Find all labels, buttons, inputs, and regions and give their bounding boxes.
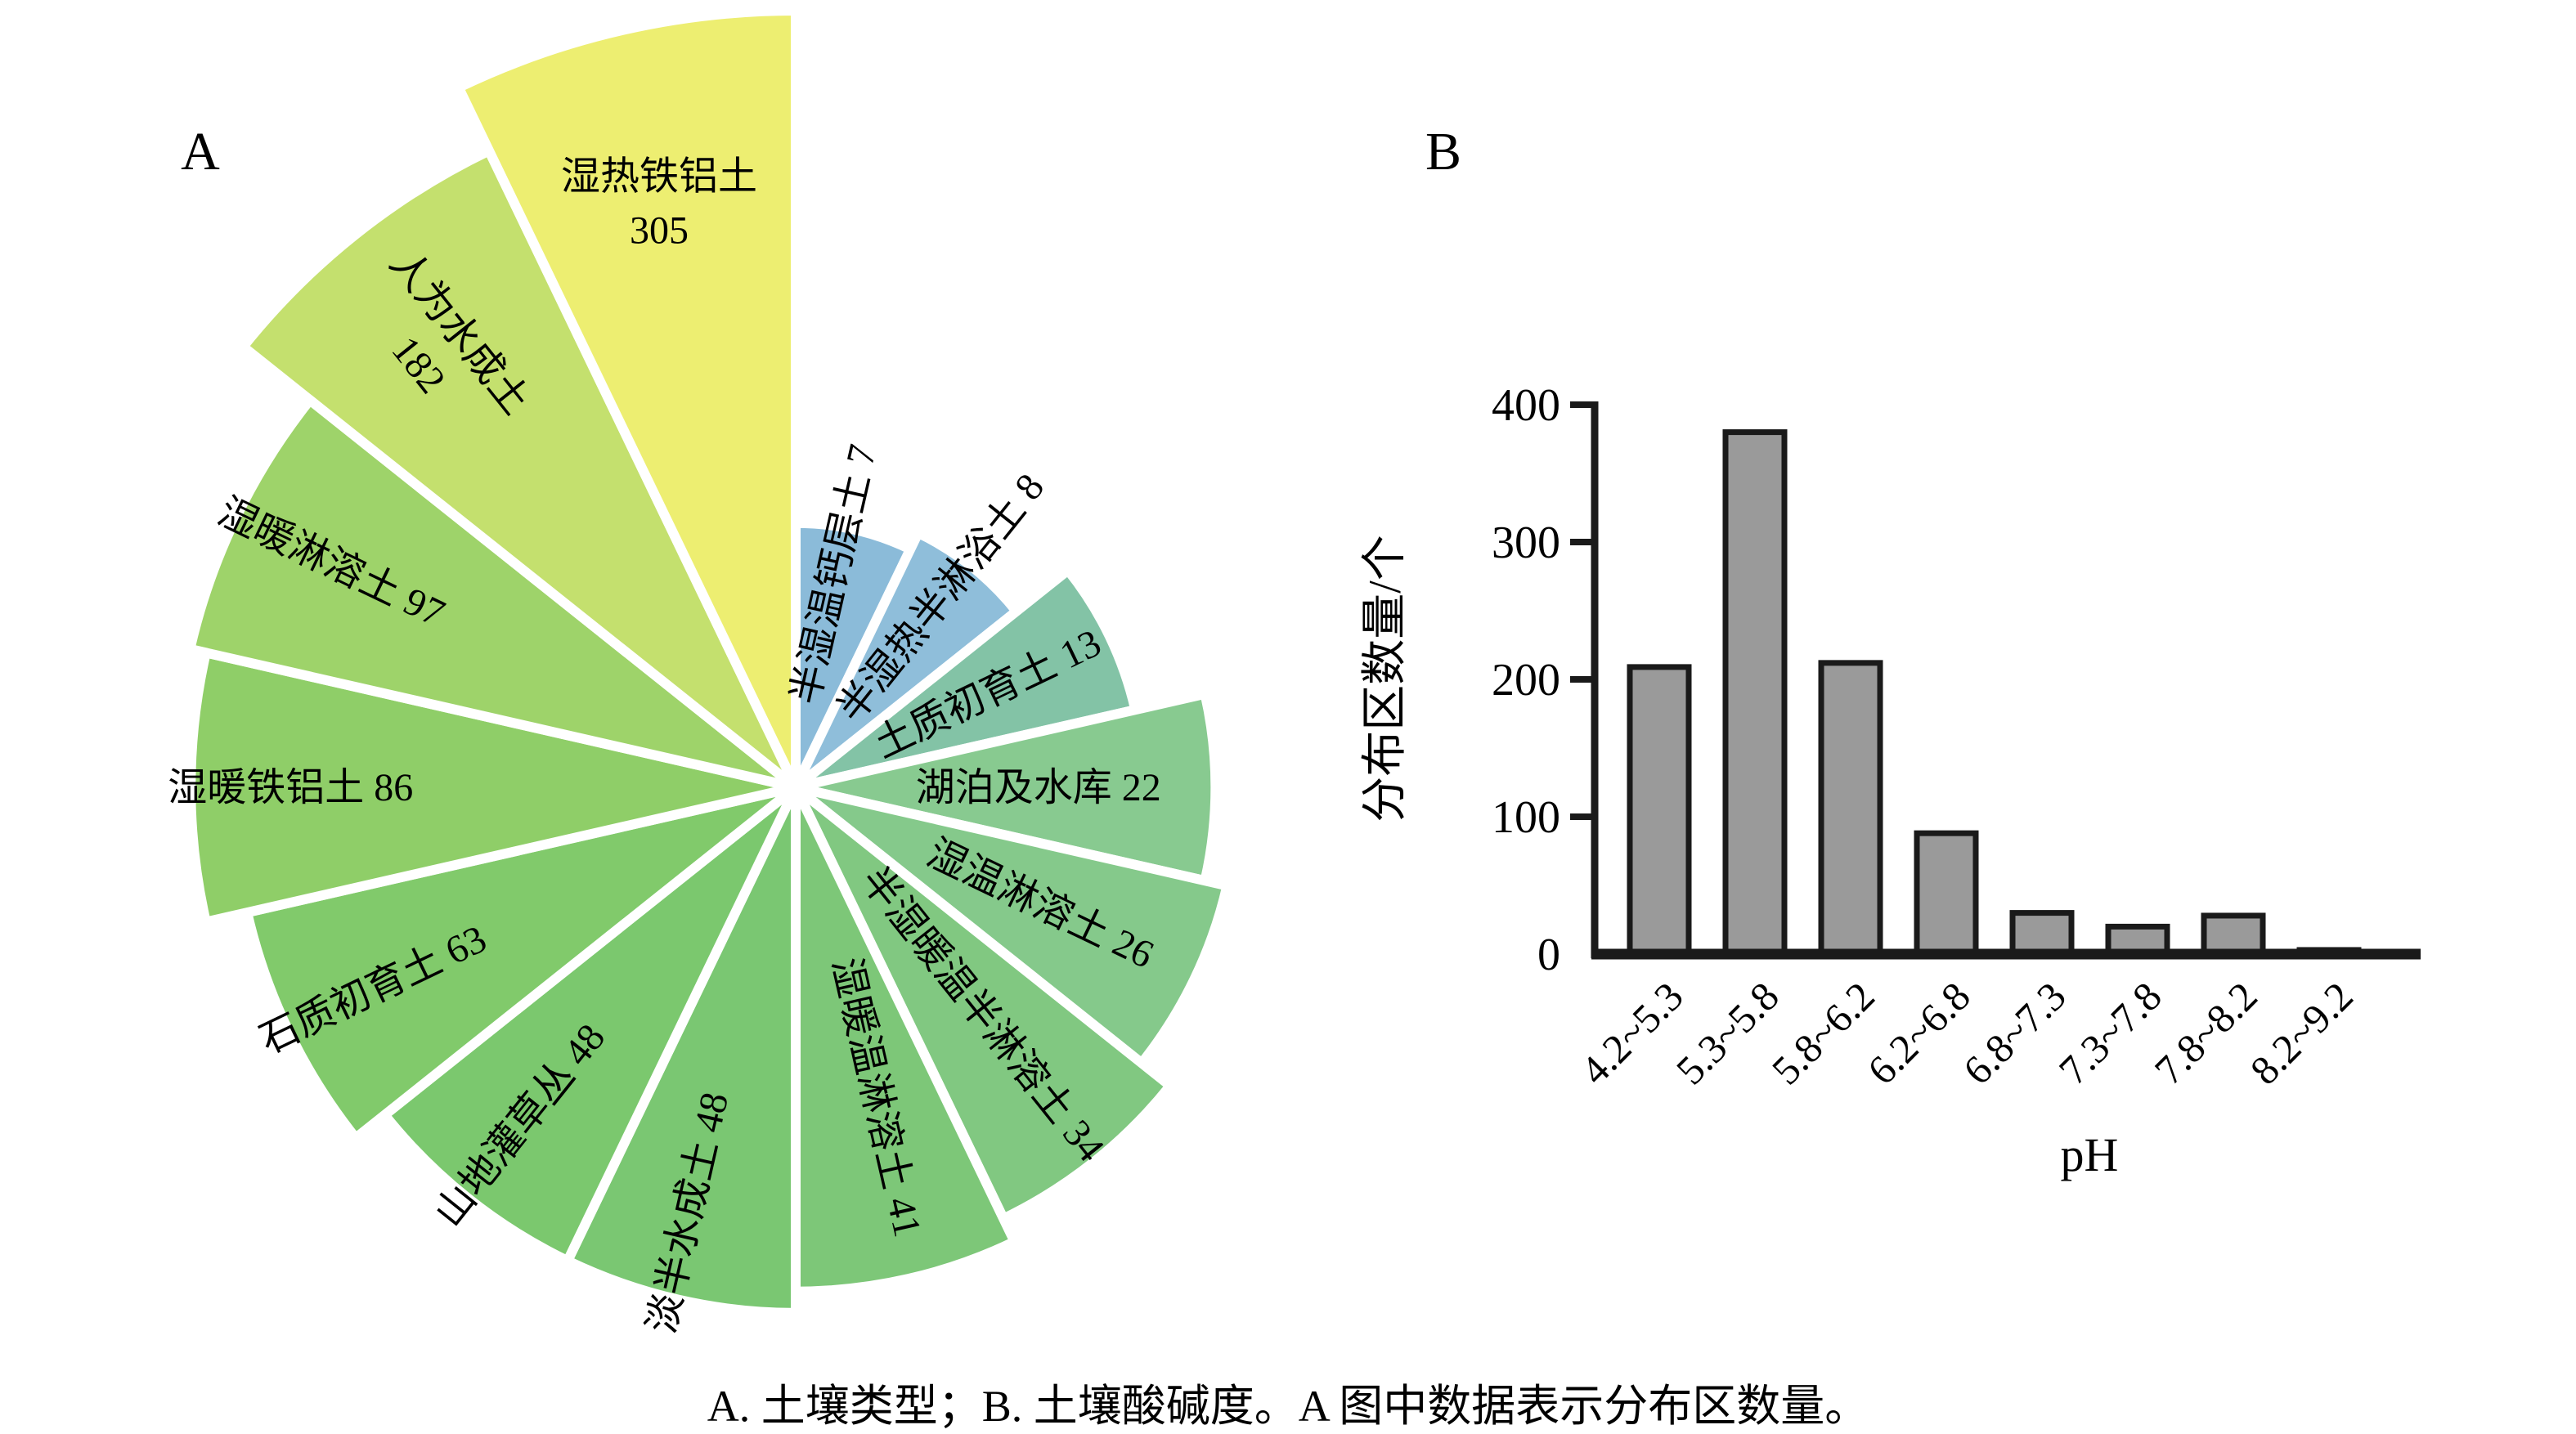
bar-x-tick-label: 8.2~9.2 [2242,973,2362,1093]
rose-sector-10 [186,648,801,927]
rose-sector-label: 湖泊及水库 22 [916,766,1161,809]
rose-sector-label: 湿热铁铝土 305 [561,155,757,252]
y-tick-label: 0 [1537,930,1560,980]
bar-x-tick-label: 6.8~7.3 [1954,973,2075,1093]
rose-sector-4 [791,782,1232,1069]
y-tick-label: 400 [1492,380,1560,431]
bar [2009,910,2075,957]
rose-sector-12 [238,146,801,792]
bar-x-tick-label: 5.8~6.2 [1763,973,1883,1093]
rose-sector-8 [379,782,801,1266]
bar [1818,660,1883,957]
rose-sector-2 [791,565,1141,792]
rose-sector-13 [453,6,801,792]
bar [1722,429,1788,957]
bar-y-axis-title: 分布区数量/个 [1360,535,1411,822]
y-tick-label: 300 [1492,518,1560,568]
bar [1914,830,1979,957]
bar-x-tick-label: 4.2~5.3 [1572,973,1692,1093]
bar [1627,664,1692,957]
rose-sector-1 [791,527,1021,792]
y-tick-label: 100 [1492,792,1560,843]
rose-sector-7 [563,782,801,1318]
panel-b-letter: B [1425,122,1461,181]
y-tick-label: 200 [1492,655,1560,706]
figure-caption: A. 土壤类型；B. 土壤酸碱度。A 图中数据表示分布区数量。 [707,1382,1869,1431]
rose-sector-11 [185,395,801,792]
bar [2201,912,2266,957]
rose-sector-label: 湿暖铁铝土 86 [168,766,413,809]
bar-x-axis-title: pH [2061,1128,2119,1181]
ph-bar-chart: 0 100 200 300 400 4.2~5.35.3~5.85.8~6.26.2~6.… [1492,380,2421,1093]
rose-sector-9 [242,782,801,1143]
bar-x-tick-label: 5.3~5.8 [1667,973,1788,1093]
bar-x-tick-label: 7.8~8.2 [2146,973,2266,1093]
bar-x-tick-label: 7.3~7.8 [2050,973,2170,1093]
rose-sector-3 [791,688,1221,886]
bar-x-tick-label: 6.2~6.8 [1859,973,1979,1093]
panel-a-letter: A [181,122,220,181]
rose-sector-5 [791,782,1175,1224]
rose-sector-6 [791,782,1020,1297]
